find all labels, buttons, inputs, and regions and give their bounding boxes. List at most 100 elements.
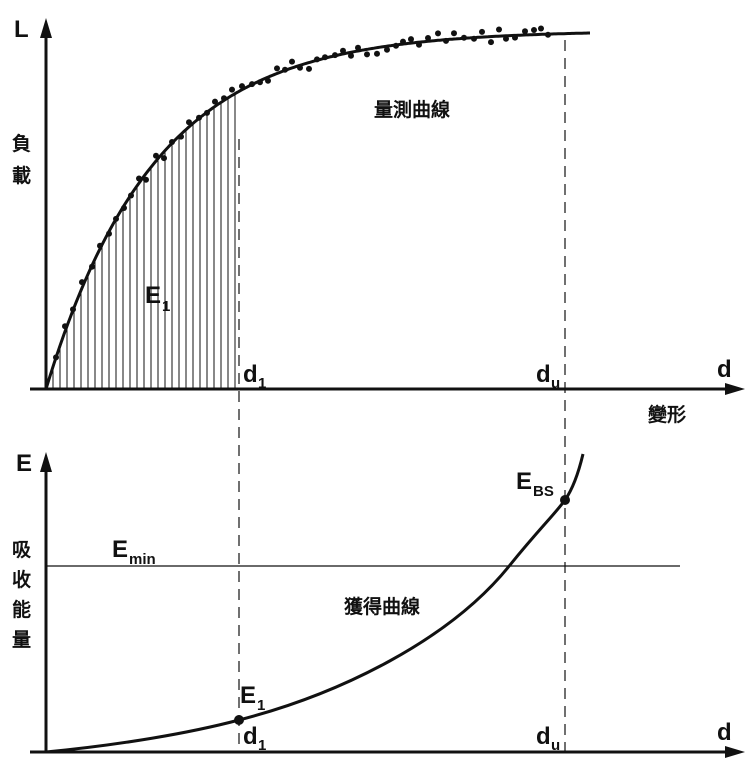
top-y-axis-arrow	[40, 18, 52, 38]
energy-area-hatch	[52, 92, 236, 389]
bottom-du-label: d u	[536, 723, 560, 754]
measurement-point	[425, 35, 431, 41]
measurement-point	[282, 66, 288, 73]
measurement-point	[340, 47, 346, 54]
svg-text:E: E	[112, 536, 128, 563]
measurement-point	[161, 155, 167, 162]
measurement-point	[221, 95, 227, 102]
measurement-point	[121, 205, 127, 211]
ebs-point	[560, 495, 570, 505]
measurement-point	[416, 41, 422, 48]
svg-text:d: d	[243, 361, 258, 388]
measured-curve	[44, 31, 590, 390]
top-y-axis-label: L	[14, 16, 29, 43]
measurement-point	[79, 279, 85, 286]
top-du-label: d u	[536, 361, 560, 392]
measurement-point	[70, 306, 76, 313]
measurement-point	[451, 30, 457, 37]
bottom-x-axis-label: d	[717, 719, 732, 746]
measurement-point	[169, 139, 175, 145]
measurement-point	[239, 83, 245, 90]
bottom-panel: E 吸 收 能 量 d 獲得曲線 E min E BS E 1 d 1 d u	[12, 450, 745, 758]
svg-text:E: E	[240, 682, 256, 709]
measurement-point	[306, 65, 312, 72]
measurement-point	[229, 86, 235, 93]
svg-text:d: d	[536, 361, 551, 388]
measurement-point	[384, 46, 390, 53]
measurement-point	[53, 354, 59, 361]
measurement-point	[196, 114, 202, 121]
obtained-curve	[45, 453, 585, 754]
measurement-point	[257, 79, 263, 86]
measurement-point	[128, 192, 134, 199]
measurement-point	[461, 34, 467, 41]
measurement-point	[265, 77, 271, 84]
measurement-point	[314, 56, 320, 63]
e1-label: E 1	[240, 682, 265, 714]
svg-text:u: u	[551, 375, 560, 392]
svg-text:1: 1	[162, 298, 170, 315]
measurement-point	[531, 27, 537, 33]
measurement-point	[435, 30, 441, 37]
measurement-point	[522, 28, 528, 35]
top-x-axis-arrow	[725, 383, 745, 395]
measurement-point	[274, 65, 280, 72]
measurement-point	[400, 38, 406, 45]
measurement-point	[143, 176, 149, 183]
measurement-point	[97, 242, 103, 249]
measurement-point	[512, 34, 518, 41]
deformation-text: 變形	[648, 403, 686, 426]
energy-text-4: 量	[12, 629, 31, 651]
energy-text-3: 能	[12, 598, 31, 621]
bottom-d1-label: d 1	[243, 723, 266, 754]
svg-text:1: 1	[258, 737, 266, 754]
energy-text-1: 吸	[12, 539, 32, 561]
measurement-point	[322, 54, 328, 61]
measurement-point	[488, 39, 494, 46]
measurement-point	[297, 64, 303, 71]
measurement-point	[113, 215, 119, 222]
measurement-point	[204, 109, 210, 116]
energy-text-2: 收	[12, 568, 31, 591]
measurement-point	[408, 36, 414, 43]
measurement-point	[153, 152, 159, 159]
load-text-2: 載	[12, 164, 31, 187]
measurement-point	[332, 52, 338, 59]
measured-curve-label: 量測曲線	[374, 98, 450, 121]
bottom-x-axis-arrow	[725, 746, 745, 758]
measurement-point	[249, 81, 255, 88]
svg-text:d: d	[536, 723, 551, 750]
bottom-y-axis-label: E	[16, 450, 32, 477]
top-d1-label: d 1	[243, 361, 266, 392]
area-e1-label: E 1	[145, 282, 170, 315]
measurement-point	[538, 25, 544, 32]
measurement-point	[106, 230, 112, 237]
measurement-point	[348, 52, 354, 59]
measurement-point	[545, 31, 551, 38]
measurement-point	[212, 98, 218, 105]
measurement-point	[364, 51, 370, 58]
svg-text:E: E	[145, 282, 161, 309]
emin-label: E min	[112, 536, 156, 568]
svg-text:d: d	[243, 723, 258, 750]
top-panel: L 負 載 d 變形 量測曲線 E 1 d 1 d u	[12, 16, 745, 426]
measurement-point	[62, 323, 68, 330]
measurement-point	[479, 28, 485, 35]
load-text-1: 負	[12, 132, 31, 155]
svg-text:min: min	[129, 551, 156, 568]
measurement-point	[289, 58, 295, 65]
measurement-point	[374, 50, 380, 57]
ebs-label: E BS	[516, 468, 554, 500]
svg-text:u: u	[551, 737, 560, 754]
top-x-axis-label: d	[717, 356, 732, 383]
e1-point	[234, 715, 244, 725]
measurement-points	[53, 25, 551, 361]
measurement-point	[496, 26, 502, 33]
measurement-point	[186, 119, 192, 126]
measurement-point	[136, 175, 142, 182]
svg-text:1: 1	[258, 375, 266, 392]
obtained-curve-label: 獲得曲線	[344, 595, 420, 618]
bottom-y-axis-arrow	[40, 452, 52, 472]
measurement-point	[393, 42, 399, 49]
